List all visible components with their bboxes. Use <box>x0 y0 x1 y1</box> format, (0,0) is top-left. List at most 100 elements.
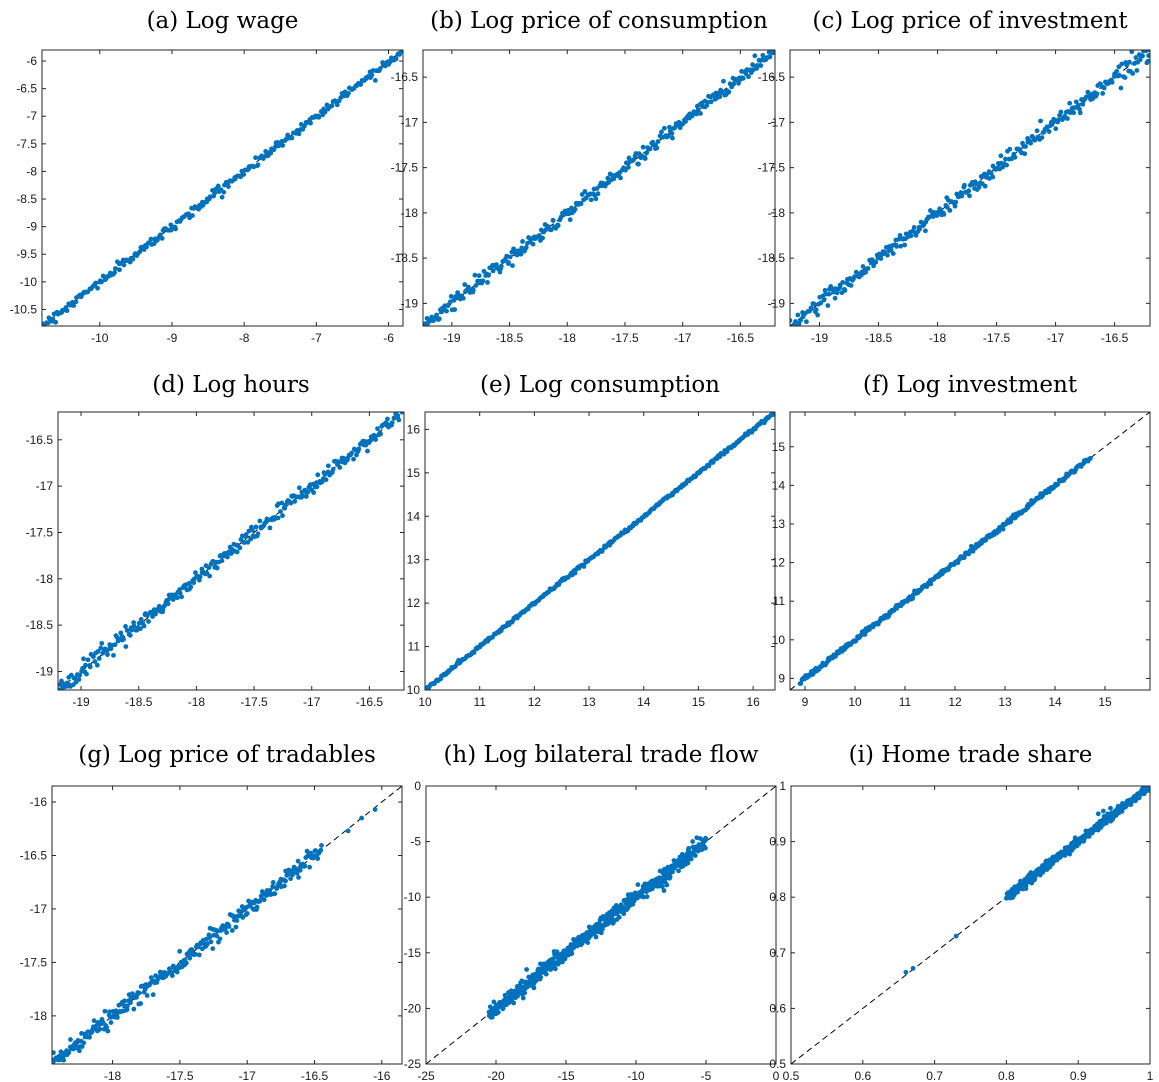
data-point <box>177 587 183 592</box>
outlier-point <box>1108 805 1113 811</box>
data-point <box>174 595 180 601</box>
data-point <box>377 66 383 71</box>
data-point <box>1118 85 1124 91</box>
outlier-point <box>910 965 916 971</box>
data-point <box>308 850 314 856</box>
data-point <box>255 531 261 537</box>
data-point <box>531 985 537 991</box>
data-point <box>253 155 258 161</box>
y-tick-label: 0.5 <box>769 1057 786 1071</box>
data-point <box>233 924 239 930</box>
data-point <box>1055 482 1061 487</box>
x-tick-label: -17 <box>674 331 692 345</box>
data-point <box>197 574 203 580</box>
data-point <box>873 259 879 265</box>
data-point <box>144 244 149 250</box>
data-point <box>702 845 708 851</box>
data-point <box>45 320 51 326</box>
data-point <box>884 252 890 258</box>
data-point <box>396 417 402 423</box>
data-point <box>578 201 584 207</box>
data-points <box>52 807 378 1064</box>
data-point <box>825 303 831 308</box>
data-point <box>144 993 150 998</box>
data-point <box>87 664 93 670</box>
data-point <box>122 998 127 1004</box>
data-point <box>1119 61 1125 67</box>
data-point <box>226 924 232 929</box>
data-point <box>1126 59 1132 65</box>
y-tick-label: -17 <box>401 115 419 129</box>
data-point <box>196 944 201 950</box>
y-tick-label: 12 <box>772 556 786 570</box>
x-tick-label: -17 <box>1047 331 1065 345</box>
x-tick-label: -18.5 <box>865 331 893 345</box>
x-tick-label: 0.6 <box>854 1069 871 1082</box>
data-points <box>486 835 709 1020</box>
data-point <box>278 509 283 514</box>
axes-box <box>51 785 403 1065</box>
data-point <box>148 236 154 242</box>
data-point <box>130 256 136 262</box>
data-point <box>959 193 965 199</box>
outlier-point <box>664 882 670 888</box>
data-point <box>105 652 110 658</box>
data-point <box>1109 79 1115 85</box>
data-point <box>579 941 585 946</box>
data-point <box>94 662 100 668</box>
data-point <box>329 103 335 109</box>
data-point <box>636 161 641 167</box>
data-point <box>237 545 243 551</box>
data-point <box>832 295 838 301</box>
panel-1: (a) Log wage -10 -9 -8 -7 -6 -10.5 -10 -9.5 -9 -8.… <box>10 8 404 345</box>
axes-box <box>422 49 776 327</box>
data-point <box>93 280 99 286</box>
data-point <box>1146 53 1150 58</box>
data-point <box>598 930 604 936</box>
data-point <box>84 671 89 677</box>
data-point <box>1100 91 1106 96</box>
data-point <box>112 642 118 648</box>
y-tick-label: 11 <box>773 594 786 608</box>
data-point <box>87 1034 92 1040</box>
data-point <box>138 626 143 632</box>
axes-box <box>425 785 777 1065</box>
data-point <box>153 611 158 617</box>
y-tick-label: -18.5 <box>758 251 786 265</box>
y-tick-label: 0.9 <box>769 835 786 849</box>
data-point <box>221 189 227 195</box>
data-point <box>183 960 189 966</box>
data-point <box>1134 68 1140 73</box>
data-point <box>305 489 311 495</box>
data-point <box>318 847 324 853</box>
data-point <box>1077 110 1083 116</box>
data-point <box>191 580 197 586</box>
data-point <box>267 888 273 893</box>
y-tick-label: -18.5 <box>26 618 54 632</box>
data-point <box>809 306 814 312</box>
y-tick-label: 0.6 <box>769 1001 786 1015</box>
data-point <box>314 484 320 490</box>
data-point <box>518 251 524 257</box>
data-point <box>372 78 378 83</box>
data-point <box>740 75 746 81</box>
x-tick-label: -17.5 <box>983 331 1011 345</box>
data-point <box>399 412 404 415</box>
data-point <box>270 880 276 885</box>
data-point <box>307 864 313 870</box>
y-tick-label: -19 <box>401 296 419 310</box>
data-point <box>511 1000 517 1006</box>
data-point <box>726 89 732 95</box>
data-point <box>466 284 471 290</box>
data-point <box>736 80 741 86</box>
x-tick-label: -18 <box>104 1069 122 1082</box>
data-point <box>354 452 359 458</box>
y-tick-label: 10 <box>772 633 786 647</box>
data-point <box>117 267 122 273</box>
data-point <box>337 465 343 470</box>
data-point <box>131 620 137 625</box>
data-point <box>217 936 223 942</box>
data-point <box>555 223 561 229</box>
x-tick-label: -20 <box>487 1069 505 1082</box>
data-point <box>212 190 218 196</box>
